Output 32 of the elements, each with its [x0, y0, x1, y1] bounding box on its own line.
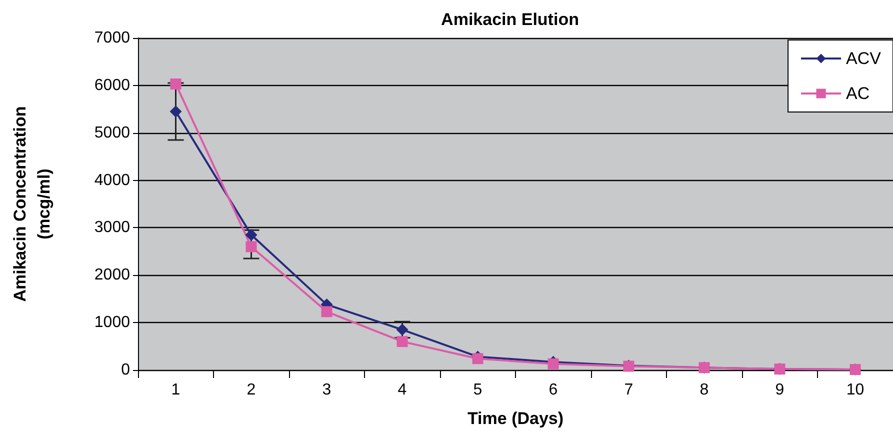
x-tick-label: 2: [246, 382, 256, 398]
y-tick-label: 7000: [94, 30, 130, 46]
chart-title: Amikacin Elution: [441, 10, 579, 29]
y-tick-label: 4000: [94, 172, 130, 189]
y-tick-label: 2000: [94, 266, 130, 284]
x-tick-label: 1: [171, 382, 180, 398]
y-axis-title: Amikacin Concentration (mcg/ml): [10, 106, 54, 302]
x-tick-label: 8: [700, 382, 709, 398]
x-tick-label: 9: [775, 382, 784, 398]
point: [548, 358, 559, 370]
point: [396, 324, 408, 336]
y-tick-label: 3000: [94, 219, 130, 236]
point: [170, 106, 182, 118]
point: [321, 306, 332, 318]
x-axis-title: Time (Days): [467, 409, 564, 428]
point: [246, 241, 257, 252]
point: [472, 353, 484, 364]
legend-label: AC: [846, 84, 870, 103]
x-tick-label: 3: [322, 382, 332, 398]
y-tick-label: 5000: [94, 124, 130, 142]
point: [396, 336, 408, 348]
x-tick-label: 4: [398, 382, 407, 398]
legend-label: ACV: [846, 49, 882, 68]
y-tick-label: 1000: [94, 314, 130, 332]
x-tick-label: 6: [548, 382, 558, 398]
x-tick-label: 5: [473, 382, 482, 398]
x-tick-label: 10: [846, 382, 864, 398]
y-tick-label: 6000: [94, 76, 130, 94]
point: [170, 78, 182, 90]
y-tick-label: 0: [121, 362, 130, 378]
point: [245, 228, 258, 241]
x-tick-label: 7: [624, 382, 634, 398]
